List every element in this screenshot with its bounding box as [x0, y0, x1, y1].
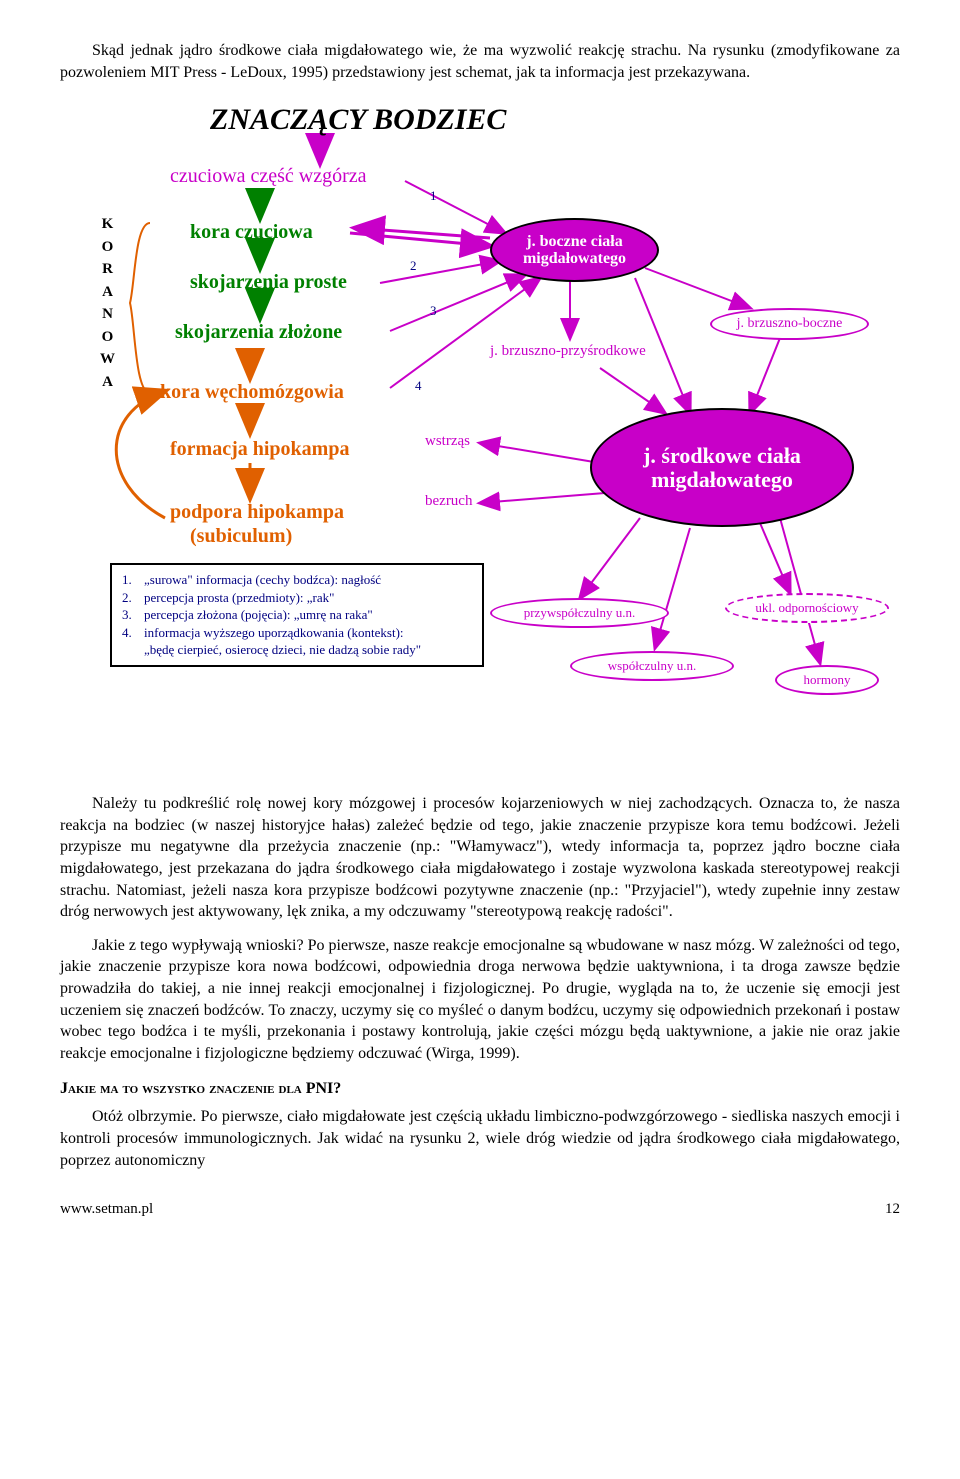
node-kora-czuciowa: kora czuciowa	[190, 221, 313, 244]
paragraph-1: Należy tu podkreślić rolę nowej kory móz…	[60, 793, 900, 923]
legend-box: 1.„surowa" informacja (cechy bodźca): na…	[110, 563, 484, 667]
intro-paragraph: Skąd jednak jądro środkowe ciała migdało…	[60, 40, 900, 83]
num-4: 4	[415, 378, 422, 394]
node-podpora2: (subiculum)	[190, 525, 292, 548]
node-wstrzas: wstrząs	[425, 433, 470, 450]
node-podpora1: podpora hipokampa	[170, 501, 344, 524]
paragraph-2: Jakie z tego wypływają wnioski? Po pierw…	[60, 935, 900, 1065]
kora-nowa-label: K O R A N O W A	[100, 213, 115, 393]
node-brzuszno-przy: j. brzuszno-przyśrodkowe	[490, 343, 646, 360]
legend-row: 3.percepcja złożona (pojęcia): „umrę na …	[122, 606, 472, 624]
num-3: 3	[430, 303, 437, 319]
node-skoj-zlozone: skojarzenia złożone	[175, 321, 342, 344]
diagram-title: ZNACZĄCY BODZIEC	[210, 103, 506, 137]
node-bezruch: bezruch	[425, 493, 472, 510]
node-jboczne: j. boczne ciała migdałowatego	[490, 218, 659, 282]
legend-row: 1.„surowa" informacja (cechy bodźca): na…	[122, 571, 472, 589]
footer-page-number: 12	[885, 1201, 900, 1218]
paragraph-3: Otóż olbrzymie. Po pierwsze, ciało migda…	[60, 1106, 900, 1171]
section-heading: Jakie ma to wszystko znaczenie dla PNI?	[60, 1080, 900, 1098]
node-brzuszno-boczne: j. brzuszno-boczne	[710, 308, 869, 340]
num-1: 1	[430, 188, 437, 204]
node-ukl-odp: ukl. odpornościowy	[725, 593, 889, 623]
node-formacja: formacja hipokampa	[170, 438, 349, 461]
diagram-container: ZNACZĄCY BODZIEC K O R A N O W A czuciow…	[60, 103, 900, 763]
node-czuciowa: czuciowa część wzgórza	[170, 165, 367, 188]
footer-left: www.setman.pl	[60, 1201, 153, 1218]
node-skoj-proste: skojarzenia proste	[190, 271, 347, 294]
node-hormony: hormony	[775, 665, 879, 695]
legend-row: 4.informacja wyższego uporządkowania (ko…	[122, 624, 472, 642]
node-wspolczulny: współczulny u.n.	[570, 651, 734, 681]
node-kora-wech: kora węchomózgowia	[160, 381, 344, 404]
num-2: 2	[410, 258, 417, 274]
legend-row: 2.percepcja prosta (przedmioty): „rak"	[122, 589, 472, 607]
page-footer: www.setman.pl 12	[60, 1201, 900, 1218]
node-przywspol: przywspółczulny u.n.	[490, 598, 669, 628]
node-srodkowe: j. środkowe ciała migdałowatego	[590, 408, 854, 527]
legend-row: „będę cierpieć, osierocę dzieci, nie dad…	[122, 641, 472, 659]
